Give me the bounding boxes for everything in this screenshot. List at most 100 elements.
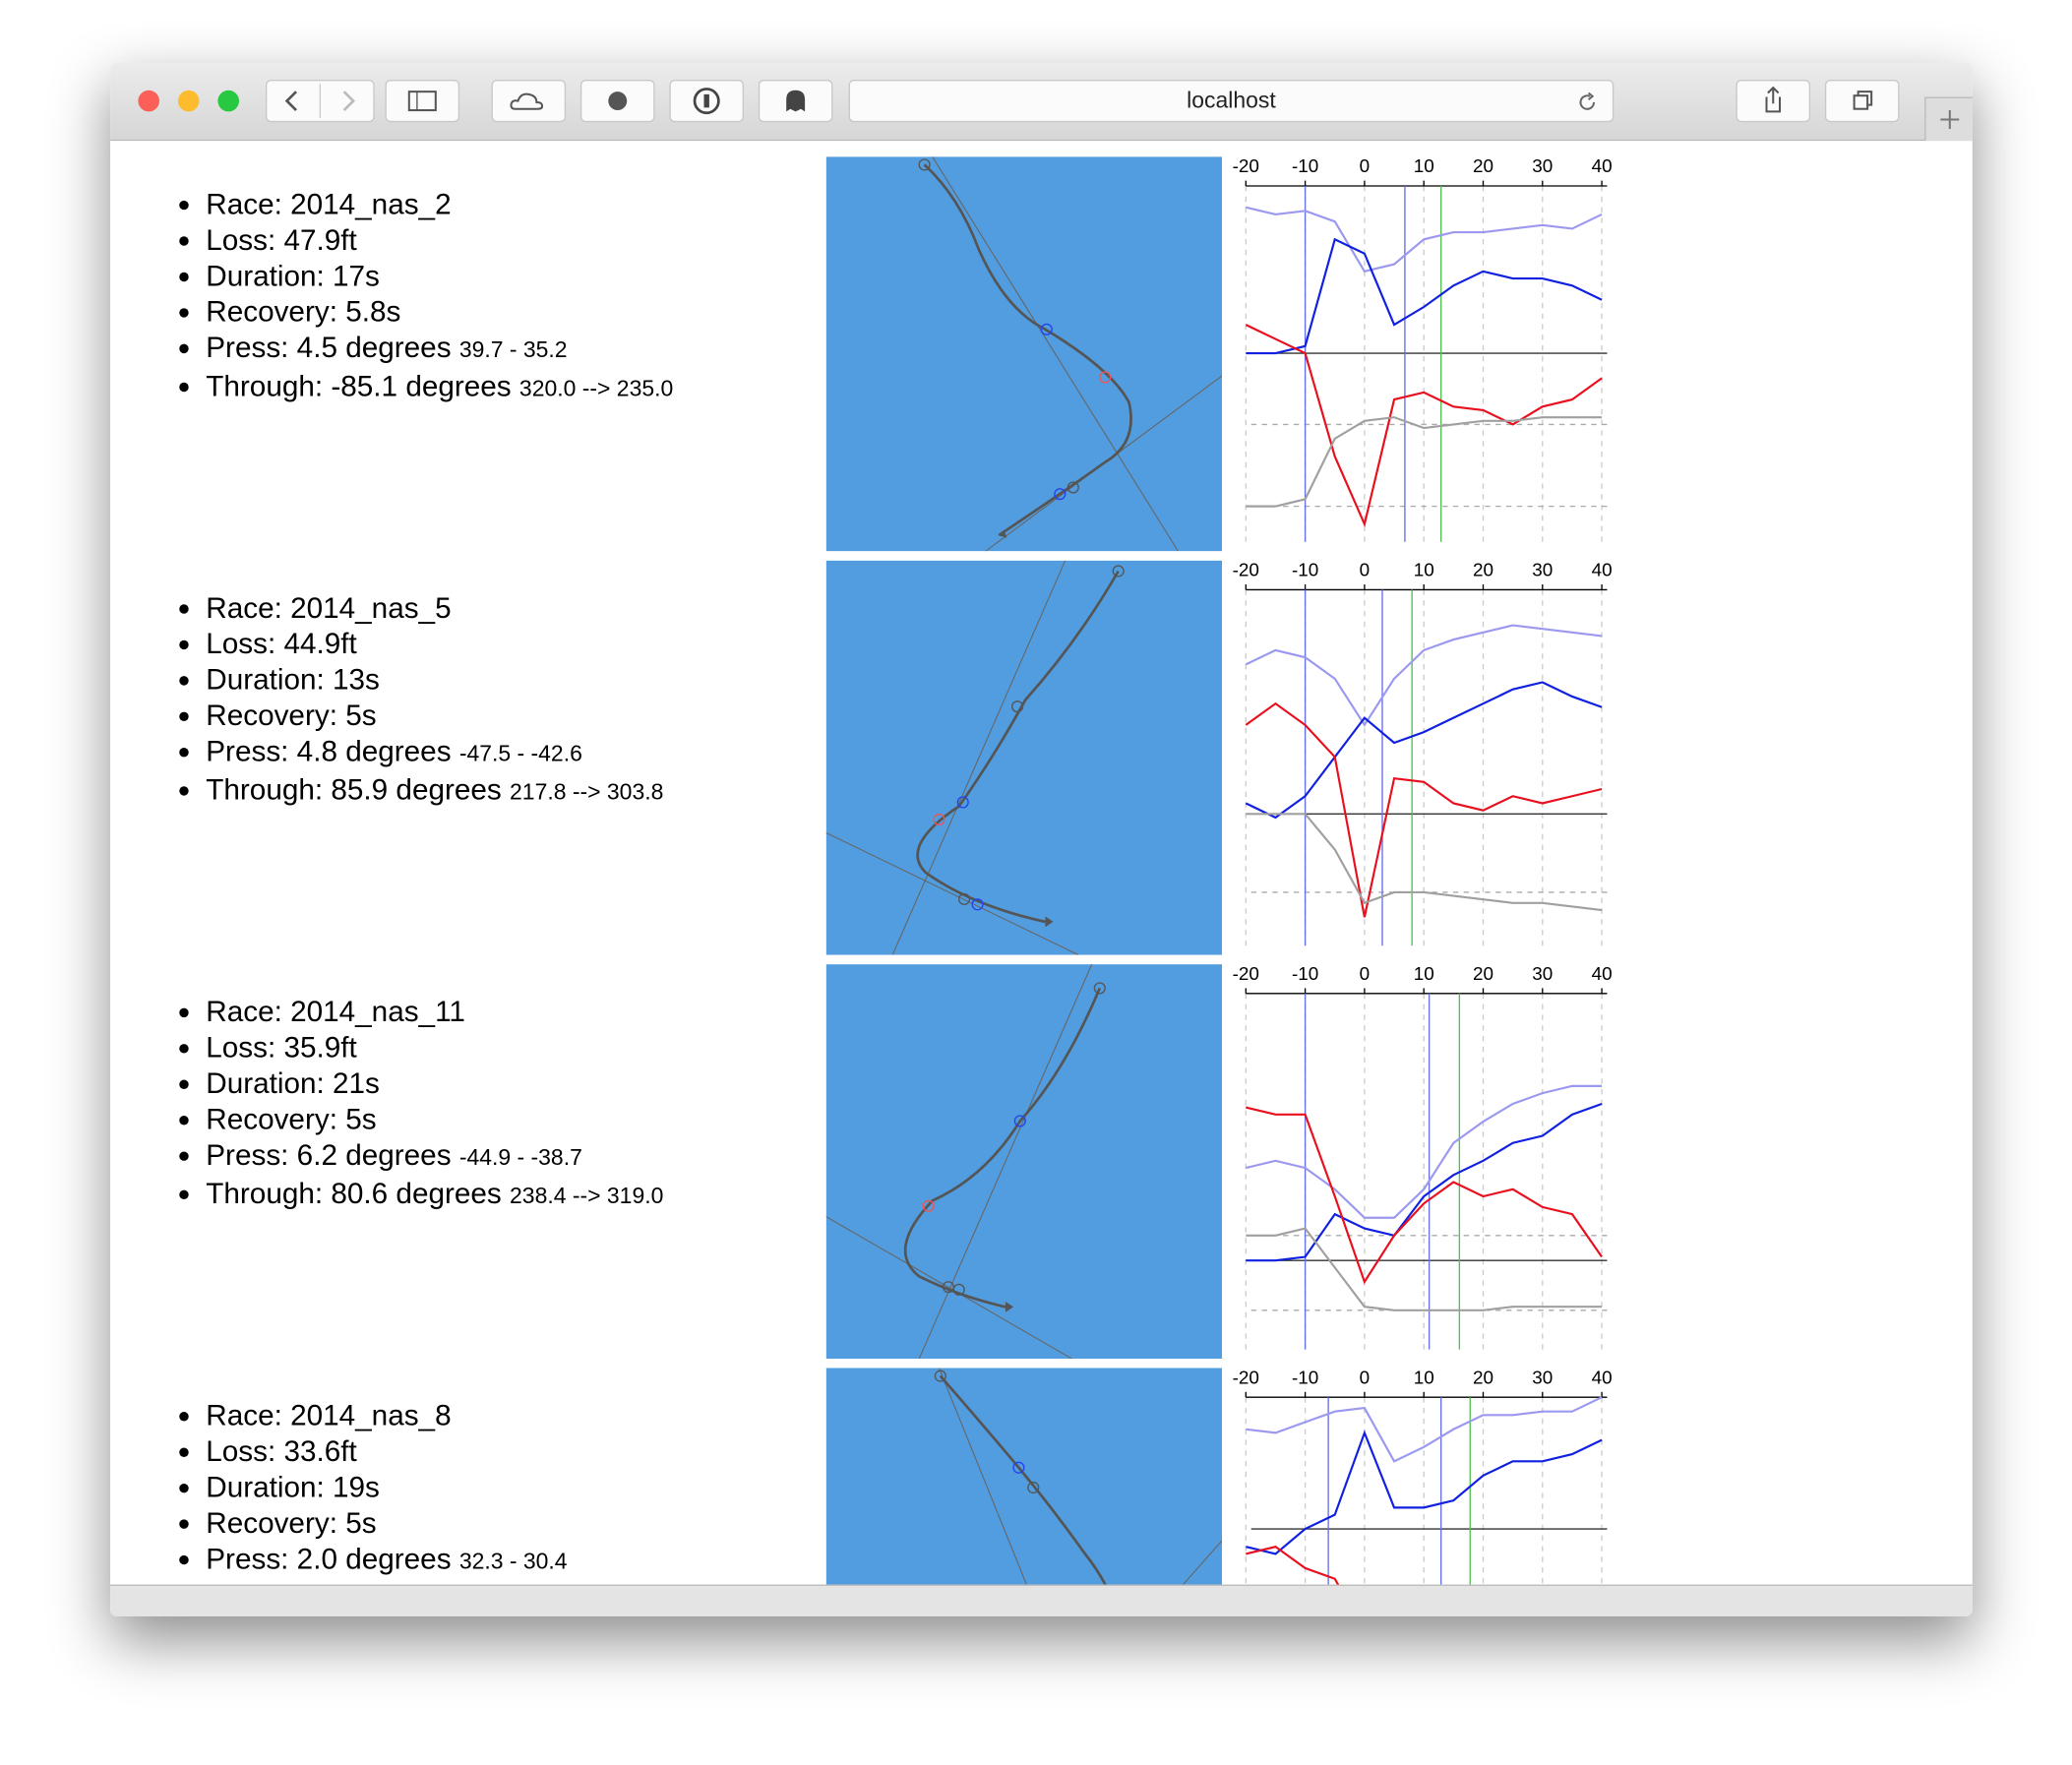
series-line <box>1246 813 1603 912</box>
info-label: Race: 2014_nas_5 <box>206 590 452 625</box>
info-label: Loss: 47.9ft <box>206 222 357 257</box>
info-label: Through: -85.1 degrees <box>206 369 512 403</box>
tabs-button[interactable] <box>1824 80 1900 123</box>
race-info-list: Race: 2014_nas_2Loss: 47.9ftDuration: 17… <box>177 186 674 406</box>
address-bar[interactable]: localhost <box>848 80 1615 123</box>
track-map <box>825 1368 1222 1585</box>
series-line <box>1246 237 1603 355</box>
series-line <box>1246 1430 1603 1555</box>
info-label: Recovery: 5s <box>206 699 377 732</box>
x-tick-label: -10 <box>1292 1368 1318 1388</box>
race-info-list: Race: 2014_nas_8Loss: 33.6ftDuration: 19… <box>177 1397 568 1579</box>
info-item: Duration: 17s <box>206 258 673 293</box>
sidebar-button[interactable] <box>385 80 460 123</box>
info-item: Loss: 35.9ft <box>206 1029 663 1065</box>
x-tick-label: 20 <box>1473 1368 1493 1388</box>
x-tick-label: -10 <box>1292 156 1318 177</box>
url-text: localhost <box>1187 88 1276 113</box>
info-item: Through: 80.6 degrees 238.4 --> 319.0 <box>206 1176 663 1214</box>
info-item: Race: 2014_nas_2 <box>206 186 673 221</box>
info-label: Recovery: 5s <box>206 1505 377 1540</box>
x-tick-label: 20 <box>1473 964 1493 985</box>
x-tick-label: 30 <box>1532 561 1553 581</box>
info-label: Duration: 21s <box>206 1066 380 1100</box>
info-item: Duration: 21s <box>206 1065 663 1101</box>
x-tick-label: -20 <box>1233 561 1259 581</box>
track-map <box>825 964 1222 1360</box>
x-tick-label: 40 <box>1592 964 1613 985</box>
x-tick-label: 0 <box>1360 561 1371 581</box>
info-label: Recovery: 5s <box>206 1102 377 1136</box>
new-tab-button[interactable] <box>1924 96 1973 142</box>
x-tick-label: 40 <box>1592 156 1613 177</box>
info-label: Race: 2014_nas_2 <box>206 187 452 221</box>
info-item: Duration: 13s <box>206 661 663 697</box>
info-item: Press: 6.2 degrees -44.9 - -38.7 <box>206 1137 663 1176</box>
line-chart: -20 -10 0 10 20 30 40 <box>1233 964 1613 1350</box>
info-item: Race: 2014_nas_11 <box>206 994 663 1029</box>
info-item: Through: -85.1 degrees 320.0 --> 235.0 <box>206 368 673 406</box>
info-item: Loss: 47.9ft <box>206 221 673 257</box>
extension-button[interactable] <box>579 80 655 123</box>
info-detail: -44.9 - -38.7 <box>458 1144 582 1171</box>
x-tick-label: 10 <box>1414 964 1434 985</box>
series-line <box>1246 416 1603 508</box>
info-label: Race: 2014_nas_11 <box>206 995 465 1028</box>
info-label: Press: 4.8 degrees <box>206 734 452 768</box>
series-line <box>1246 1227 1603 1311</box>
series-line <box>1246 1396 1603 1463</box>
ghostery-button[interactable] <box>758 80 833 123</box>
series-line <box>1246 1084 1603 1219</box>
x-tick-label: 20 <box>1473 156 1493 177</box>
x-tick-label: 0 <box>1360 156 1371 177</box>
info-label: Duration: 19s <box>206 1470 380 1504</box>
status-bar <box>110 1584 1973 1616</box>
info-label: Press: 6.2 degrees <box>206 1137 452 1172</box>
track-map <box>825 560 1222 955</box>
minimize-button[interactable] <box>177 90 200 112</box>
info-label: Race: 2014_nas_8 <box>206 1398 452 1432</box>
info-label: Duration: 13s <box>206 662 380 697</box>
info-label: Duration: 17s <box>206 259 380 292</box>
info-label: Loss: 44.9ft <box>206 627 357 660</box>
password-button[interactable] <box>669 80 744 123</box>
info-label: Loss: 35.9ft <box>206 1030 357 1065</box>
info-item: Recovery: 5s <box>206 1505 567 1541</box>
x-tick-label: 0 <box>1360 1368 1371 1388</box>
page-content: Race: 2014_nas_2Loss: 47.9ftDuration: 17… <box>110 140 1973 1585</box>
info-item: Loss: 44.9ft <box>206 626 663 661</box>
close-button[interactable] <box>138 90 159 112</box>
info-item: Duration: 19s <box>206 1469 567 1504</box>
track-map <box>825 156 1222 552</box>
icloud-button[interactable] <box>491 80 567 123</box>
x-tick-label: -10 <box>1292 561 1318 581</box>
line-chart: -20 -10 0 10 20 30 40 <box>1233 156 1613 542</box>
x-tick-label: 20 <box>1473 561 1493 581</box>
info-item: Recovery: 5s <box>206 698 663 733</box>
x-tick-label: 40 <box>1592 1368 1613 1388</box>
zoom-button[interactable] <box>217 90 239 112</box>
info-item: Press: 4.5 degrees 39.7 - 35.2 <box>206 330 673 368</box>
toolbar: localhost <box>110 62 1973 142</box>
race-row: Race: 2014_nas_8Loss: 33.6ftDuration: 19… <box>110 1368 1973 1585</box>
browser-window: localhost Race: 2014_nas_2Loss: 47.9ftDu… <box>110 62 1973 1616</box>
info-label: Press: 4.5 degrees <box>206 331 452 364</box>
x-tick-label: -10 <box>1292 964 1318 985</box>
race-row: Race: 2014_nas_2Loss: 47.9ftDuration: 17… <box>110 156 1973 560</box>
info-detail: 32.3 - 30.4 <box>458 1549 568 1574</box>
info-label: Loss: 33.6ft <box>206 1434 357 1468</box>
race-row: Race: 2014_nas_11Loss: 35.9ftDuration: 2… <box>110 964 1973 1368</box>
info-item: Press: 4.8 degrees -47.5 - -42.6 <box>206 733 663 771</box>
x-tick-label: 30 <box>1532 1368 1553 1388</box>
share-button[interactable] <box>1736 80 1811 123</box>
info-label: Through: 80.6 degrees <box>206 1177 502 1210</box>
x-tick-label: 0 <box>1360 964 1371 985</box>
info-detail: 39.7 - 35.2 <box>458 336 568 363</box>
x-tick-label: 10 <box>1414 156 1434 177</box>
race-info-list: Race: 2014_nas_11Loss: 35.9ftDuration: 2… <box>177 994 664 1214</box>
back-forward[interactable] <box>266 80 375 123</box>
info-item: Race: 2014_nas_5 <box>206 589 663 625</box>
info-item: Recovery: 5.8s <box>206 293 673 329</box>
